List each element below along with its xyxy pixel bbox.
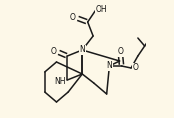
Text: NH: NH	[54, 78, 65, 86]
Text: O: O	[51, 48, 57, 57]
Text: N: N	[106, 61, 112, 70]
Text: O: O	[117, 48, 123, 57]
Text: N: N	[79, 46, 85, 55]
Text: OH: OH	[96, 6, 107, 15]
Text: O: O	[132, 63, 138, 72]
Text: O: O	[70, 13, 76, 23]
